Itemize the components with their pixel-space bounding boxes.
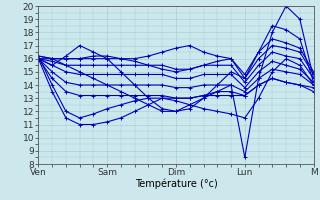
X-axis label: Température (°c): Température (°c) bbox=[135, 179, 217, 189]
